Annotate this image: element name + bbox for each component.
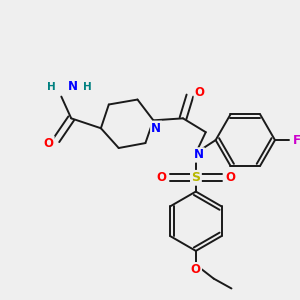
Text: O: O xyxy=(226,171,236,184)
Text: H: H xyxy=(83,82,92,92)
Text: F: F xyxy=(293,134,300,147)
Text: H: H xyxy=(47,82,56,92)
Text: S: S xyxy=(191,171,200,184)
Text: O: O xyxy=(195,86,205,99)
Text: N: N xyxy=(68,80,78,93)
Text: O: O xyxy=(44,136,53,150)
Text: S: S xyxy=(191,171,200,184)
Text: N: N xyxy=(194,148,204,161)
Text: O: O xyxy=(156,171,166,184)
Text: O: O xyxy=(191,263,201,276)
Text: N: N xyxy=(151,122,161,135)
